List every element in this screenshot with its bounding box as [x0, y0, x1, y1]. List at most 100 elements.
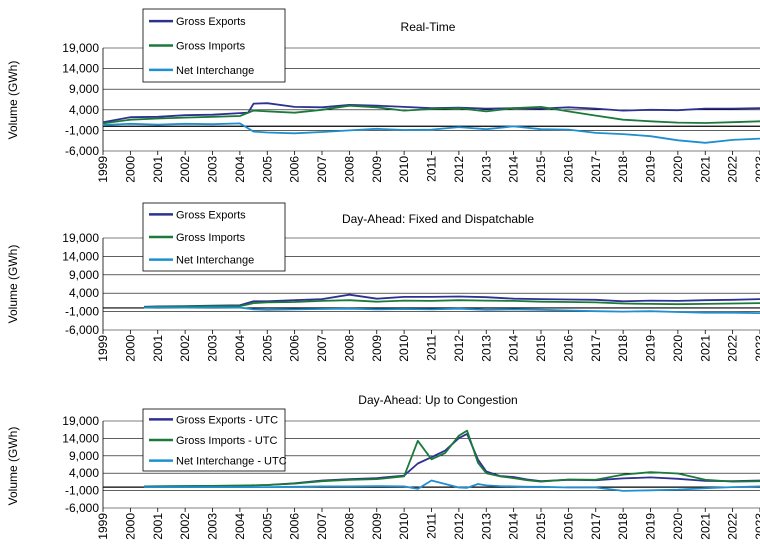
x-tick-label: 2017	[589, 156, 603, 183]
y-tick-label: 19,000	[62, 231, 99, 245]
x-tick-label: 2010	[397, 335, 411, 362]
x-tick-label: 2013	[479, 156, 493, 183]
legend-label: Gross Exports - UTC	[176, 414, 278, 426]
x-tick-label: 2011	[425, 156, 439, 182]
x-tick-label: 2021	[698, 156, 712, 183]
x-tick-label: 2013	[479, 513, 493, 540]
x-tick-label: 2006	[288, 513, 302, 540]
x-tick-label: 2008	[342, 335, 356, 362]
x-tick-label: 2018	[616, 335, 630, 362]
x-tick-label: 2006	[288, 335, 302, 362]
legend: Gross Exports - UTC Gross Imports - UTC Ne…	[142, 408, 287, 472]
x-tick-label: 2020	[671, 335, 685, 362]
x-tick-label: 2016	[561, 513, 575, 540]
x-tick-label: 2005	[260, 156, 274, 183]
x-tick-label: 2003	[206, 335, 220, 362]
x-tick-label: 2010	[397, 513, 411, 540]
x-tick-label: 2001	[151, 335, 165, 362]
x-tick-label: 2015	[534, 513, 548, 540]
x-tick-label: 2021	[698, 513, 712, 540]
legend-label: Gross Imports	[176, 232, 246, 244]
y-axis-label: Volume (GWh)	[6, 427, 20, 506]
x-tick-label: 2014	[507, 513, 521, 540]
x-tick-label: 2001	[151, 513, 165, 540]
x-tick-label: 2001	[151, 156, 165, 183]
x-tick-label: 2022	[726, 335, 740, 362]
y-tick-label: 4,000	[69, 286, 99, 300]
x-tick-label: 2017	[589, 513, 603, 540]
x-tick-label: 2004	[233, 513, 247, 540]
x-tick-label: 2003	[206, 156, 220, 183]
x-tick-label: 2002	[178, 156, 192, 183]
y-tick-label: 4,000	[69, 103, 99, 117]
y-axis-label: Volume (GWh)	[6, 245, 20, 324]
x-tick-label: 2023	[753, 156, 760, 183]
x-tick-label: 2002	[178, 513, 192, 540]
legend-label: Gross Exports	[176, 209, 246, 221]
y-tick-label: -1,000	[65, 123, 99, 137]
x-tick-label: 2019	[644, 156, 658, 183]
x-tick-label: 2012	[452, 513, 466, 540]
x-tick-label: 2007	[315, 335, 329, 362]
y-tick-label: -6,000	[65, 323, 99, 337]
x-tick-label: 2004	[233, 335, 247, 362]
x-tick-label: 2008	[342, 513, 356, 540]
x-tick-label: 2019	[644, 513, 658, 540]
x-tick-label: 2008	[342, 156, 356, 183]
legend-label: Net Interchange	[176, 65, 254, 77]
x-tick-label: 2002	[178, 335, 192, 362]
legend-label: Gross Imports	[176, 41, 246, 53]
y-tick-label: 19,000	[62, 41, 99, 55]
x-tick-label: 2012	[452, 335, 466, 362]
legend: Gross Exports Gross Imports Net Interchang…	[142, 202, 286, 272]
x-tick-label: 2009	[370, 156, 384, 183]
x-tick-label: 2005	[260, 513, 274, 540]
x-tick-label: 2014	[507, 335, 521, 362]
series-line-2	[144, 299, 760, 309]
legend-label: Net Interchange	[176, 255, 254, 267]
y-tick-label: 19,000	[62, 414, 99, 428]
x-tick-label: 2019	[644, 335, 658, 362]
x-tick-label: 2004	[233, 156, 247, 183]
x-tick-label: 2015	[534, 156, 548, 183]
y-tick-label: 14,000	[62, 431, 99, 445]
x-tick-label: 2020	[671, 513, 685, 540]
series-line-3	[102, 122, 760, 144]
x-tick-label: 2018	[616, 513, 630, 540]
series-line-3	[144, 306, 760, 314]
x-tick-label: 2009	[370, 335, 384, 362]
x-tick-label: 2009	[370, 513, 384, 540]
y-tick-label: 14,000	[62, 249, 99, 263]
x-tick-label: 2003	[206, 513, 220, 540]
x-tick-label: 2015	[534, 335, 548, 362]
x-tick-label: 2000	[123, 156, 137, 183]
x-tick-label: 1999	[96, 513, 110, 540]
x-tick-label: 2006	[288, 156, 302, 183]
x-tick-label: 1999	[96, 335, 110, 362]
x-tick-label: 2014	[507, 156, 521, 183]
chart-title: Real-Time	[401, 20, 456, 34]
x-tick-label: 2017	[589, 335, 603, 362]
x-tick-label: 2018	[616, 156, 630, 183]
y-tick-label: 4,000	[69, 466, 99, 480]
y-tick-label: -6,000	[65, 501, 99, 515]
y-tick-label: 9,000	[69, 449, 99, 463]
x-tick-label: 2000	[123, 335, 137, 362]
x-tick-label: 2007	[315, 513, 329, 540]
y-tick-label: 9,000	[69, 82, 99, 96]
x-tick-label: 2020	[671, 156, 685, 183]
series-line-1	[102, 102, 760, 124]
y-tick-label: -6,000	[65, 144, 99, 158]
series-line-2	[144, 429, 760, 488]
x-tick-label: 1999	[96, 156, 110, 183]
x-tick-label: 2013	[479, 335, 493, 362]
y-tick-label: 9,000	[69, 268, 99, 282]
legend-label: Gross Exports	[176, 16, 246, 28]
x-tick-label: 2023	[753, 335, 760, 362]
y-tick-label: -1,000	[65, 484, 99, 498]
